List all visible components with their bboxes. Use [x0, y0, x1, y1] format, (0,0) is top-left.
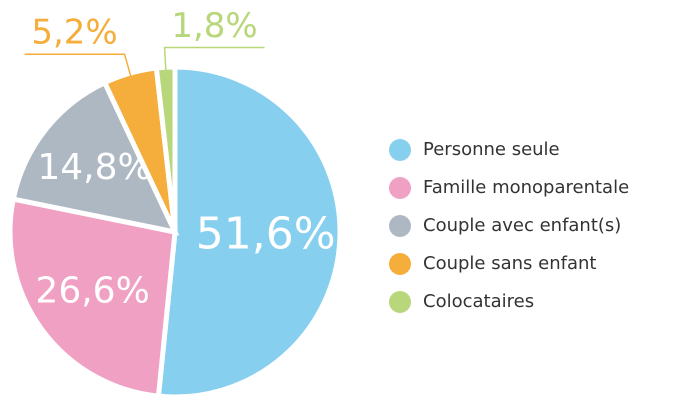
legend-label: Couple avec enfant(s)	[423, 215, 621, 236]
slice-label: 26,6%	[35, 271, 149, 312]
slice-label: 1,8%	[171, 6, 257, 46]
pie-slice	[10, 79, 180, 236]
legend-swatch	[389, 291, 411, 313]
legend-swatch	[389, 253, 411, 275]
slice-label: 14,8%	[37, 147, 151, 188]
legend-swatch	[389, 177, 411, 199]
legend-label: Colocataires	[423, 291, 534, 312]
pie-slice	[155, 64, 343, 400]
leader-line	[24, 53, 133, 79]
legend-label: Couple sans enfant	[423, 253, 596, 274]
legend-label: Famille monoparentale	[423, 177, 629, 198]
legend-label: Personne seule	[423, 139, 560, 160]
legend-swatch	[389, 215, 411, 237]
pie-slice	[7, 196, 178, 399]
slice-label: 5,2%	[31, 13, 117, 53]
legend-swatch	[389, 139, 411, 161]
leader-line	[163, 46, 265, 73]
slice-label: 51,6%	[196, 209, 336, 260]
